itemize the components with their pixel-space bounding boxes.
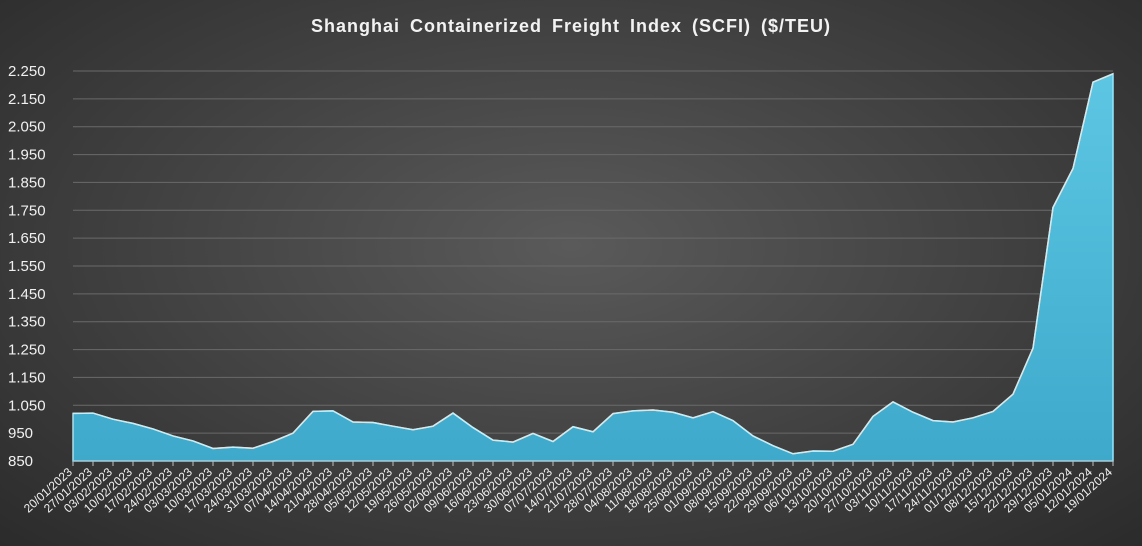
y-tick-label: 1.550 bbox=[8, 258, 46, 275]
y-tick-label: 1.150 bbox=[8, 369, 46, 386]
y-tick-label: 1.850 bbox=[8, 174, 46, 191]
y-axis-ticks: 850 950 1.050 1.150 1.250 1.350 1.450 1.550 1.65… bbox=[8, 63, 46, 470]
y-tick-label: 1.250 bbox=[8, 342, 46, 359]
chart-title: Shanghai Containerized Freight Index (SC… bbox=[310, 16, 832, 36]
y-tick-label: 950 bbox=[8, 425, 33, 442]
y-tick-label: 1.650 bbox=[8, 230, 46, 247]
y-tick-label: 1.050 bbox=[8, 397, 46, 414]
area-fill bbox=[72, 72, 1114, 462]
area-series bbox=[72, 72, 1114, 462]
y-tick-label: 1.950 bbox=[8, 147, 46, 164]
y-tick-label: 1.350 bbox=[8, 314, 46, 331]
area-outline bbox=[72, 73, 1114, 455]
y-tick-label: 1.750 bbox=[8, 202, 46, 219]
y-tick-label: 1.450 bbox=[8, 286, 46, 303]
y-tick-label: 2.250 bbox=[8, 63, 46, 80]
y-tick-label: 2.150 bbox=[8, 91, 46, 108]
gridlines bbox=[73, 70, 1113, 462]
x-axis-ticks: 20/01/202327/01/202303/02/202310/02/2023… bbox=[21, 461, 1115, 515]
y-tick-label: 2.050 bbox=[8, 119, 46, 136]
y-tick-label: 850 bbox=[8, 453, 33, 470]
